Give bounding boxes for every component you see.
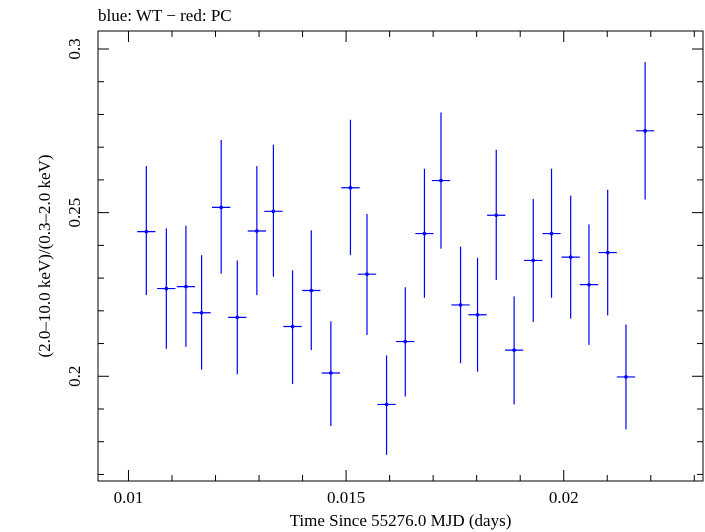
data-point: [321, 321, 340, 427]
point-marker: [164, 286, 169, 291]
point-marker: [403, 339, 408, 344]
data-point: [396, 287, 415, 397]
chart-title: blue: WT − red: PC: [98, 6, 232, 25]
point-marker: [422, 231, 427, 236]
x-tick-label: 0.02: [549, 488, 579, 507]
x-tick-label: 0.015: [327, 488, 365, 507]
point-marker: [439, 178, 443, 183]
data-point: [264, 144, 283, 277]
data-point: [561, 195, 580, 319]
data-point: [341, 119, 360, 256]
point-marker: [255, 229, 259, 233]
axis-ticks: 0.01 0.015 0.02 0.2 0.25 0.3: [65, 31, 703, 507]
data-point: [283, 270, 302, 385]
point-marker: [271, 209, 276, 214]
data-point: [415, 168, 434, 298]
data-point: [212, 139, 231, 274]
data-point: [377, 355, 396, 455]
point-marker: [605, 250, 610, 255]
point-marker: [458, 303, 463, 307]
data-point: [157, 228, 176, 349]
point-marker: [531, 258, 536, 263]
data-point: [542, 168, 561, 298]
x-axis-label: Time Since 55276.0 MJD (days): [290, 511, 512, 530]
point-marker: [184, 284, 188, 289]
point-marker: [384, 402, 389, 407]
data-point: [524, 198, 543, 322]
point-marker: [475, 312, 480, 317]
data-point: [487, 149, 506, 281]
data-point: [579, 224, 599, 345]
point-marker: [144, 229, 149, 234]
point-marker: [329, 371, 333, 375]
data-point: [357, 213, 377, 336]
data-point: [302, 230, 321, 351]
point-marker: [587, 282, 591, 287]
data-point: [635, 62, 655, 200]
data-point: [137, 166, 156, 296]
point-marker: [568, 255, 573, 259]
y-axis-label: (2.0–10.0 keV)/(0.3–2.0 keV): [35, 154, 54, 357]
x-tick-label: 0.01: [114, 488, 144, 507]
point-marker: [549, 231, 554, 236]
point-marker: [512, 348, 516, 352]
y-tick-label: 0.25: [65, 198, 84, 228]
data-point: [598, 189, 617, 316]
data-series: [137, 62, 655, 455]
data-point: [247, 166, 267, 296]
point-marker: [199, 310, 204, 315]
plot-frame: [97, 30, 704, 482]
data-point: [228, 260, 247, 375]
point-marker: [643, 129, 647, 133]
data-point: [616, 324, 636, 430]
point-marker: [290, 324, 295, 329]
y-tick-label: 0.2: [65, 366, 84, 387]
point-marker: [365, 272, 369, 276]
data-point: [504, 296, 524, 405]
point-marker: [494, 213, 499, 218]
point-marker: [219, 205, 223, 210]
data-point: [468, 257, 487, 372]
data-point: [451, 246, 470, 364]
data-point: [192, 255, 211, 370]
data-point: [431, 112, 451, 249]
point-marker: [309, 288, 314, 293]
point-marker: [624, 375, 628, 379]
point-marker: [235, 315, 240, 320]
y-tick-label: 0.3: [65, 38, 84, 59]
data-point: [176, 225, 196, 347]
point-marker: [348, 185, 353, 190]
